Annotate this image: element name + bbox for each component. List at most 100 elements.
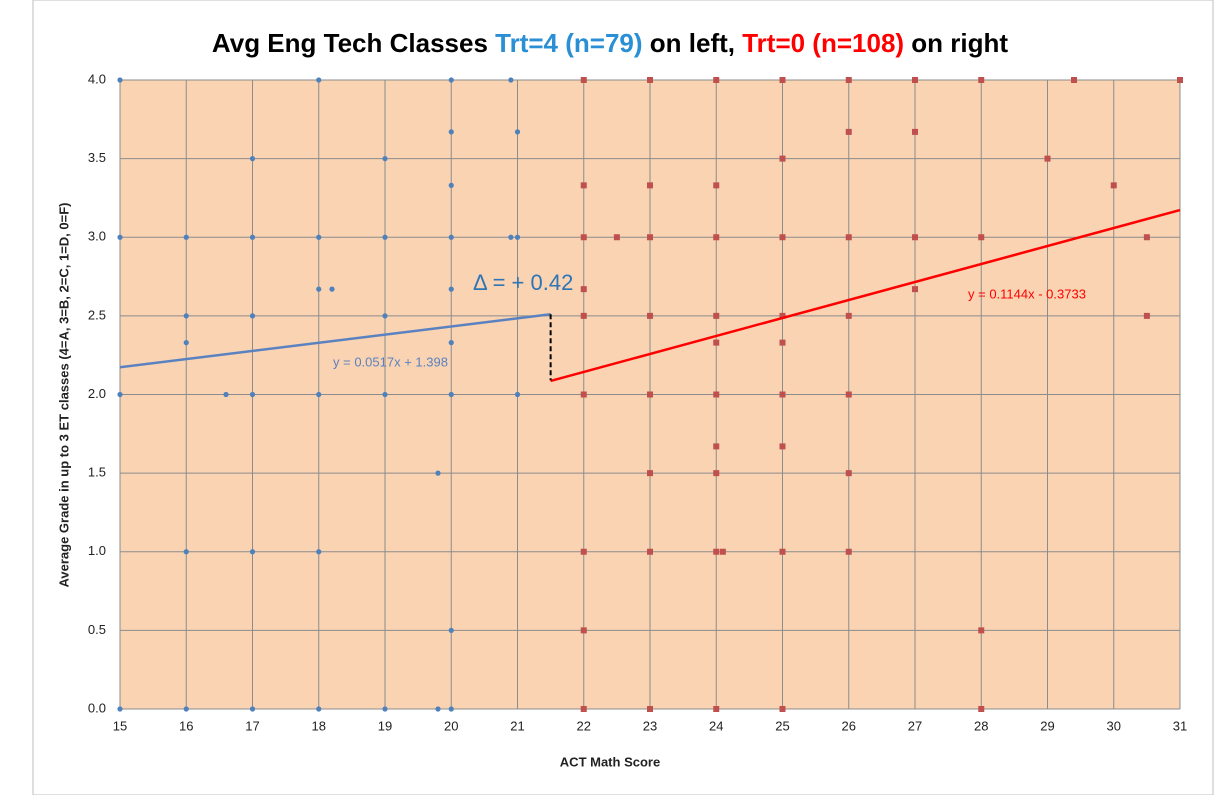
point xyxy=(647,77,653,83)
point xyxy=(713,470,720,477)
point xyxy=(779,339,786,346)
point xyxy=(713,548,720,555)
point xyxy=(580,182,587,189)
point xyxy=(1044,155,1051,162)
point xyxy=(719,548,726,555)
point xyxy=(912,286,918,293)
point xyxy=(978,627,985,634)
point xyxy=(435,470,441,476)
trend-equation: y = 0.1144x - 0.3733 xyxy=(968,286,1086,301)
point xyxy=(514,234,521,240)
point xyxy=(779,155,786,162)
x-tick-label: 19 xyxy=(378,718,392,733)
chart-title: Avg Eng Tech Classes Trt=4 (n=79) on lef… xyxy=(212,28,1008,58)
point xyxy=(1110,182,1117,189)
point xyxy=(713,182,720,189)
y-tick-label: 1.0 xyxy=(88,543,106,558)
x-tick-label: 20 xyxy=(444,718,458,733)
point xyxy=(382,706,388,712)
point xyxy=(713,443,720,450)
point xyxy=(845,548,852,555)
point xyxy=(316,706,322,712)
point xyxy=(329,286,335,292)
point xyxy=(514,391,521,398)
title-part: Trt=0 (n=108) xyxy=(742,28,904,58)
point xyxy=(647,182,653,189)
point xyxy=(435,706,441,712)
point xyxy=(978,706,985,712)
point xyxy=(382,156,388,162)
x-tick-label: 22 xyxy=(577,718,591,733)
point xyxy=(580,286,587,293)
point xyxy=(580,706,587,712)
point xyxy=(580,391,587,398)
x-axis-label: ACT Math Score xyxy=(560,754,660,769)
point xyxy=(713,77,720,83)
point xyxy=(382,391,388,398)
point xyxy=(580,627,587,634)
point xyxy=(1177,77,1183,83)
y-tick-label: 2.0 xyxy=(88,386,106,401)
delta-label: Δ = + 0.42 xyxy=(473,270,573,295)
point xyxy=(508,77,514,83)
point xyxy=(1143,312,1150,319)
point xyxy=(183,234,189,240)
point xyxy=(448,340,454,346)
x-tick-label: 26 xyxy=(842,718,856,733)
title-part: Trt=4 (n=79) xyxy=(495,28,642,58)
point xyxy=(183,549,189,555)
point xyxy=(117,706,123,712)
title-part: on left, xyxy=(643,28,743,58)
point xyxy=(117,77,123,83)
point xyxy=(508,234,514,240)
point xyxy=(779,391,786,398)
point xyxy=(713,391,720,398)
point xyxy=(912,128,918,135)
point xyxy=(647,548,653,555)
point xyxy=(249,391,256,398)
point xyxy=(580,312,587,319)
point xyxy=(647,706,653,712)
point xyxy=(382,313,388,319)
point xyxy=(117,234,123,240)
point xyxy=(779,443,786,450)
x-tick-label: 24 xyxy=(709,718,723,733)
title-part: on right xyxy=(904,28,1008,58)
point xyxy=(713,312,720,319)
point xyxy=(448,391,454,398)
point xyxy=(1143,234,1150,241)
x-tick-label: 17 xyxy=(245,718,259,733)
point xyxy=(183,313,189,319)
point xyxy=(580,77,587,83)
point xyxy=(647,234,653,241)
point xyxy=(183,340,189,346)
trend-line xyxy=(550,208,1181,383)
point xyxy=(448,627,454,633)
point xyxy=(316,234,322,240)
x-tick-label: 28 xyxy=(974,718,988,733)
point xyxy=(448,234,454,240)
point xyxy=(845,391,852,398)
point xyxy=(647,391,653,398)
point xyxy=(613,234,620,241)
trend-line xyxy=(119,313,551,369)
point xyxy=(978,77,985,83)
point xyxy=(978,234,985,241)
y-tick-label: 1.5 xyxy=(88,465,106,480)
point xyxy=(382,234,388,240)
point xyxy=(249,156,256,162)
point xyxy=(912,77,918,83)
point xyxy=(779,548,786,555)
y-tick-label: 3.0 xyxy=(88,229,106,244)
point xyxy=(779,706,786,712)
point xyxy=(249,313,256,319)
point xyxy=(316,77,322,83)
x-tick-label: 21 xyxy=(510,718,524,733)
point xyxy=(779,77,786,83)
point xyxy=(845,77,852,83)
point xyxy=(779,312,786,319)
point xyxy=(647,470,653,477)
point xyxy=(117,391,123,398)
point xyxy=(249,706,256,712)
